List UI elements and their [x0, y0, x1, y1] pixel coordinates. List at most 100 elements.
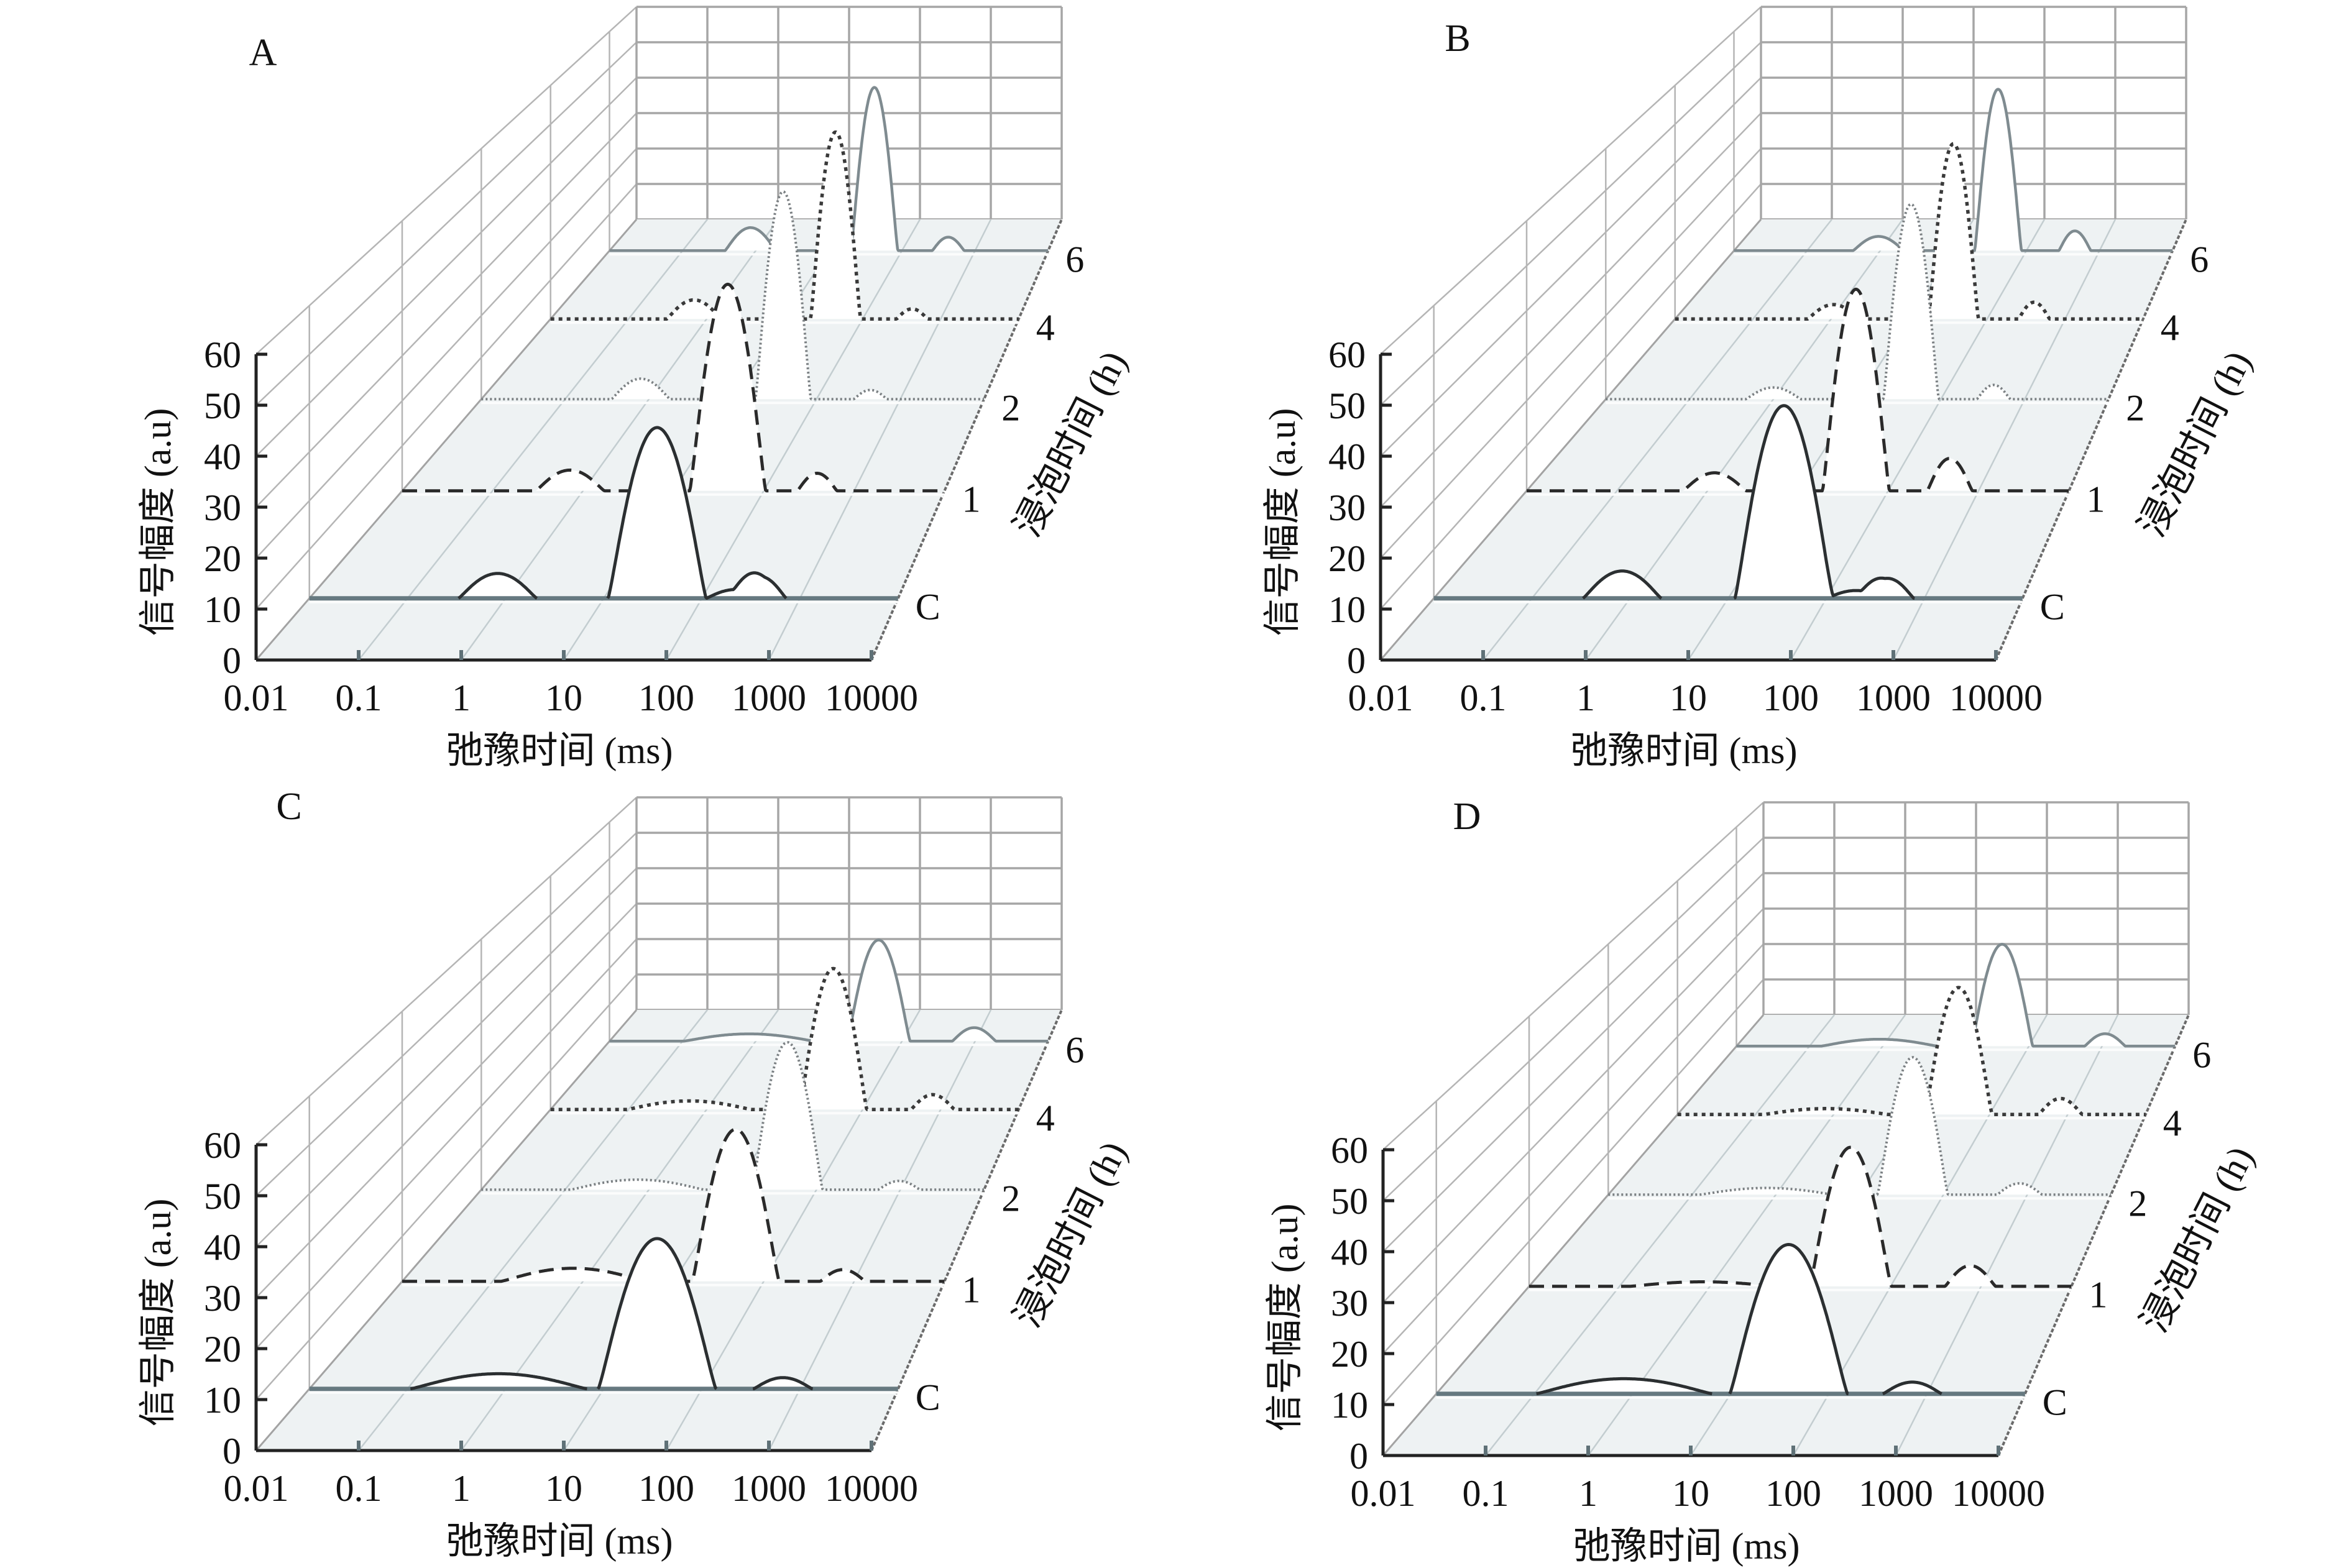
- y-axis-title: 信号幅度 (a.u): [1264, 1204, 1305, 1432]
- panel-label: B: [1445, 17, 1470, 60]
- floor: [1383, 1015, 2189, 1456]
- y-axis-title: 信号幅度 (a.u): [137, 408, 178, 636]
- series-C: C: [309, 1237, 940, 1418]
- x-tick-label: 100: [638, 1468, 694, 1509]
- side-wall-gridline: [1380, 183, 1762, 610]
- axes: 0 10 20 30 40 50 60 0.01 0.1 1 10 100 1000 10000: [204, 1125, 918, 1509]
- y-tick-label: 40: [1331, 1232, 1368, 1273]
- floor: [256, 1010, 1062, 1451]
- y-tick-label: 40: [204, 1227, 241, 1268]
- x-tick-label: 0.01: [224, 1468, 289, 1509]
- y-tick-label: 0: [223, 1431, 241, 1472]
- series-line: [1528, 1145, 2072, 1288]
- x-tick-label: 1: [1576, 677, 1595, 718]
- x-tick-label: 1: [1579, 1473, 1597, 1514]
- y-tick-label: 20: [1328, 538, 1366, 579]
- series-line: [1582, 404, 1916, 600]
- x-axis-title: 弛豫时间 (ms): [446, 730, 673, 771]
- y-tick-label: 20: [1331, 1334, 1368, 1375]
- side-wall-gridline: [255, 832, 637, 1196]
- side-wall: [255, 797, 637, 1400]
- series-line: [1607, 1056, 2112, 1196]
- y-tick-label: 50: [1328, 385, 1366, 426]
- floor-gridline: [768, 219, 992, 661]
- x-tick-label: 0.1: [1460, 677, 1507, 718]
- side-wall-gridline: [255, 183, 637, 610]
- side-wall-gridline: [255, 77, 637, 457]
- series-label: 1: [2087, 479, 2105, 520]
- series-line: [402, 1127, 945, 1283]
- series-label: C: [916, 1377, 940, 1418]
- y-tick-label: 30: [204, 487, 241, 528]
- floor-right-edge: [1997, 1014, 2190, 1456]
- axes: 0 10 20 30 40 50 60 0.01 0.1 1 10 100 1000 10000: [1331, 1130, 2045, 1514]
- y-tick-label: 0: [1349, 1436, 1368, 1477]
- side-wall-gridline: [255, 42, 637, 406]
- floor-right-edge: [870, 219, 1063, 661]
- side-wall: [1380, 6, 1762, 610]
- series-label: 4: [1036, 307, 1055, 348]
- series-label: 2: [2128, 1183, 2147, 1224]
- y-tick-label: 10: [204, 1380, 241, 1421]
- series-C: C: [309, 426, 940, 628]
- panel-b: 642 1 C 0 10 20 30 40 50 60 0.01 0.1 1 10 100 1000 10000…: [1262, 6, 2259, 771]
- y-tick-label: 60: [204, 334, 241, 375]
- floor-left-edge: [1382, 1014, 1765, 1456]
- x-tick-label: 0.01: [224, 677, 289, 718]
- y-axis-title: 信号幅度 (a.u): [137, 1199, 178, 1427]
- x-tick-label: 10000: [825, 677, 918, 718]
- x-tick-label: 1000: [1856, 677, 1931, 718]
- y-tick-label: 30: [204, 1278, 241, 1319]
- side-wall-gridline: [1382, 837, 1764, 1201]
- x-axis-title: 弛豫时间 (ms): [1573, 1526, 1800, 1567]
- side-wall: [255, 6, 637, 610]
- side-wall: [1382, 802, 1764, 1405]
- side-wall-gridline: [1382, 943, 1764, 1354]
- x-tick-label: 10: [1672, 1473, 1709, 1514]
- axes: 0 10 20 30 40 50 60 0.01 0.1 1 10 100 1000 10000: [1328, 334, 2043, 718]
- x-tick-label: 1: [452, 1468, 471, 1509]
- panel-label: D: [1453, 795, 1481, 838]
- series-label: C: [2040, 587, 2065, 628]
- y-axis-title: 信号幅度 (a.u): [1262, 408, 1303, 636]
- side-wall-gridline: [255, 148, 637, 559]
- y-tick-label: 10: [204, 589, 241, 630]
- y-tick-label: 20: [204, 1329, 241, 1370]
- y-tick-label: 50: [204, 1176, 241, 1217]
- y-tick-label: 40: [1328, 436, 1366, 477]
- y-tick-label: 50: [204, 385, 241, 426]
- x-axis-title: 弛豫时间 (ms): [446, 1521, 673, 1562]
- y-tick-label: 10: [1331, 1385, 1368, 1426]
- x-tick-label: 0.1: [336, 677, 382, 718]
- x-tick-label: 1000: [1859, 1473, 1933, 1514]
- side-wall-gridline: [1380, 112, 1762, 508]
- x-tick-label: 100: [1763, 677, 1819, 718]
- side-wall-gridline: [1382, 873, 1764, 1252]
- series-4: 4: [549, 130, 1055, 348]
- series-label: C: [2043, 1382, 2067, 1423]
- x-tick-label: 0.1: [1463, 1473, 1509, 1514]
- floor-gridline: [768, 1009, 992, 1451]
- series-line: [1535, 1243, 1942, 1396]
- panel-a: 642 1 C 0 10 20 30 40 50 60 0.01 0.1 1 10 100 1000 10000…: [137, 6, 1134, 771]
- floor-left-edge: [255, 219, 638, 661]
- y-tick-label: 60: [204, 1125, 241, 1166]
- y-tick-label: 0: [223, 640, 241, 681]
- side-wall-gridline: [255, 938, 637, 1349]
- y-tick-label: 30: [1331, 1283, 1368, 1324]
- y-tick-label: 50: [1331, 1181, 1368, 1222]
- series-label: 1: [2089, 1275, 2108, 1316]
- floor-right-edge: [1995, 219, 2187, 661]
- series-label: 2: [2126, 387, 2144, 428]
- floor-left-edge: [255, 1009, 638, 1451]
- floor-gridline: [665, 219, 921, 661]
- series-label: 1: [962, 479, 981, 520]
- series-label: 4: [1036, 1098, 1055, 1139]
- floor-right-edge: [870, 1009, 1063, 1451]
- series-label: 4: [2163, 1103, 2182, 1144]
- series-line: [410, 1237, 814, 1391]
- panel-d: 642 1 C 0 10 20 30 40 50 60 0.01 0.1 1 10 100 1000 10000…: [1264, 795, 2261, 1567]
- floor-gridline: [1485, 1014, 1835, 1456]
- x-tick-label: 10: [545, 1468, 582, 1509]
- side-wall-gridline: [255, 797, 637, 1145]
